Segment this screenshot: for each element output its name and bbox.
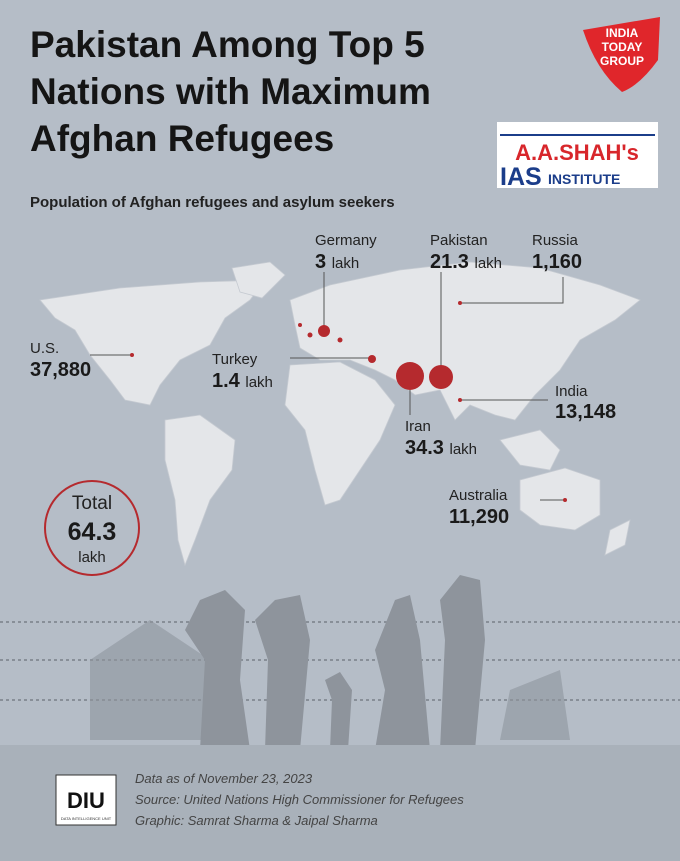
unit: lakh [245, 374, 273, 391]
bubble [458, 398, 462, 402]
country-value: 13,148 [555, 401, 616, 423]
unit: lakh [450, 441, 478, 458]
diu-caption: DATA INTELLIGENCE UNIT [61, 816, 112, 821]
footer-line: Source: United Nations High Commissioner… [135, 792, 464, 807]
bubbles [130, 301, 567, 502]
country-value: 3 lakh [315, 251, 359, 273]
north-america [39, 279, 266, 406]
country-name: Iran [405, 418, 431, 435]
country-name: Russia [532, 232, 579, 249]
south-america [164, 414, 236, 567]
publisher-logo: INDIA TODAY GROUP [583, 17, 660, 92]
logo-name: A.A.SHAH's [515, 140, 639, 165]
unit: lakh [475, 255, 503, 272]
logo-text: TODAY [602, 40, 643, 54]
diu-logo-box [55, 774, 117, 826]
total-unit: lakh [78, 549, 106, 566]
bubble [307, 332, 313, 338]
silhouettes [0, 575, 680, 861]
institute-logo: A.A.SHAH's IAS INSTITUTE [497, 122, 658, 191]
value: 3 [315, 251, 326, 273]
bubble [429, 365, 453, 389]
total-badge: Total 64.3 lakh [44, 480, 140, 576]
value: 1.4 [212, 370, 241, 392]
country-name: Pakistan [430, 232, 488, 249]
bubble [337, 337, 343, 343]
eurasia [289, 261, 641, 421]
country-name: Turkey [212, 351, 258, 368]
title-line: Afghan Refugees [30, 118, 334, 159]
australia [519, 467, 601, 531]
bubble [458, 301, 462, 305]
country-value: 1.4 lakh [212, 370, 273, 392]
world-map [39, 261, 641, 567]
leader-line [462, 277, 564, 304]
total-value: 64.3 [68, 518, 117, 546]
southeast-asia [499, 429, 561, 471]
labels: Germany 3 lakh Pakistan 21.3 lakh Russia… [30, 232, 616, 528]
country-name: U.S. [30, 340, 59, 357]
bubble [298, 323, 302, 327]
subtitle: Population of Afghan refugees and asylum… [30, 194, 395, 211]
bubble [318, 325, 330, 337]
footer-line: Graphic: Samrat Sharma & Jaipal Sharma [135, 813, 378, 828]
value: 21.3 [430, 251, 469, 273]
bubble [130, 353, 134, 357]
bubble [368, 355, 376, 363]
country-value: 1,160 [532, 251, 582, 273]
title-line: Pakistan Among Top 5 [30, 24, 425, 65]
logo-box [497, 122, 658, 188]
total-ring [44, 480, 140, 576]
footer-line: Data as of November 23, 2023 [135, 771, 313, 786]
country-name: Australia [449, 487, 508, 504]
unit: lakh [332, 255, 360, 272]
country-value: 21.3 lakh [430, 251, 502, 273]
logo-ias: IAS [500, 163, 542, 191]
total-label: Total [72, 493, 112, 514]
bubble [396, 362, 424, 390]
country-value: 11,290 [449, 506, 509, 528]
country-value: 37,880 [30, 359, 91, 381]
title-line: Nations with Maximum [30, 71, 431, 112]
bubble [563, 498, 567, 502]
value: 34.3 [405, 437, 444, 459]
logo-institute: INSTITUTE [548, 171, 620, 187]
greenland [231, 261, 286, 299]
africa [284, 361, 396, 506]
people [185, 575, 485, 750]
country-name: India [555, 383, 588, 400]
diu-logo: DIU [67, 788, 105, 813]
footer: DIU DATA INTELLIGENCE UNIT Data as of No… [55, 771, 464, 828]
country-value: 34.3 lakh [405, 437, 477, 459]
logo-shape [583, 17, 660, 92]
logo-text: INDIA [606, 26, 639, 40]
leader-lines [90, 272, 565, 501]
country-name: Germany [315, 232, 377, 249]
new-zealand [604, 519, 631, 556]
logo-text: GROUP [600, 54, 644, 68]
